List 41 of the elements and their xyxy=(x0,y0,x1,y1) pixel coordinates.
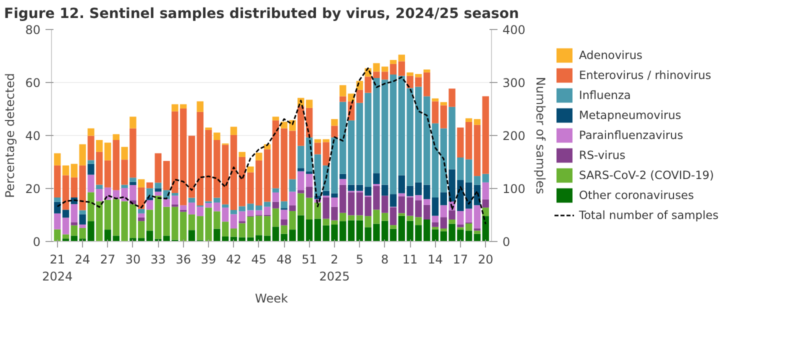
y-axis-title: Percentage detected xyxy=(3,73,18,198)
x-tick-label: 8 xyxy=(381,252,389,266)
x-tick-label: 39 xyxy=(200,252,216,266)
legend-label: Influenza xyxy=(579,88,631,102)
legend-label: Total number of samples xyxy=(579,208,718,222)
y-tick-label: 20 xyxy=(25,182,41,196)
legend-label: Enterovirus / rhinovirus xyxy=(579,68,712,82)
legend-label: Adenovirus xyxy=(579,48,642,62)
x-tick-label: 14 xyxy=(428,252,443,266)
x-tick-label: 42 xyxy=(226,252,242,266)
x-tick-label: 21 2024 xyxy=(42,252,73,284)
y-tick-label: 0 xyxy=(32,235,41,249)
x-tick-label: 48 xyxy=(276,252,292,266)
x-tick-label: 2 2025 xyxy=(319,252,350,284)
x-tick-label: 33 xyxy=(150,252,166,266)
y2-tick-label: 0 xyxy=(502,235,510,249)
x-tick-label: 36 xyxy=(176,252,191,266)
legend-label: Parainfluenzavirus xyxy=(579,128,684,142)
y2-tick-label: 300 xyxy=(502,76,526,90)
y-tick-label: 80 xyxy=(25,23,41,37)
x-tick-label: 5 xyxy=(356,252,364,266)
x-tick-label: 30 xyxy=(125,252,141,266)
legend-label: RS-virus xyxy=(579,148,626,162)
y2-tick-label: 100 xyxy=(502,182,526,196)
y2-tick-label: 200 xyxy=(502,129,526,143)
x-tick-label: 20 xyxy=(478,252,494,266)
y2-axis-title: Number of samples xyxy=(533,76,548,194)
legend-label: SARS-CoV-2 (COVID-19) xyxy=(579,168,714,182)
x-tick-label: 11 xyxy=(402,252,418,266)
x-tick-label: 17 xyxy=(452,252,468,266)
legend-label: Metapneumovirus xyxy=(579,108,682,122)
y-tick-label: 60 xyxy=(25,76,41,90)
legend-label: Other coronaviruses xyxy=(579,188,694,202)
x-tick-label: 27 xyxy=(100,252,116,266)
chart-title: Figure 12. Sentinel samples distributed by virus, 2024/25 season xyxy=(4,5,519,24)
x-tick-label: 45 xyxy=(251,252,267,266)
y2-tick-label: 400 xyxy=(502,23,526,37)
x-tick-label: 24 xyxy=(74,252,90,266)
x-axis-title: Week xyxy=(255,291,288,306)
x-tick-label: 51 xyxy=(302,252,317,266)
y-tick-label: 40 xyxy=(25,129,41,143)
